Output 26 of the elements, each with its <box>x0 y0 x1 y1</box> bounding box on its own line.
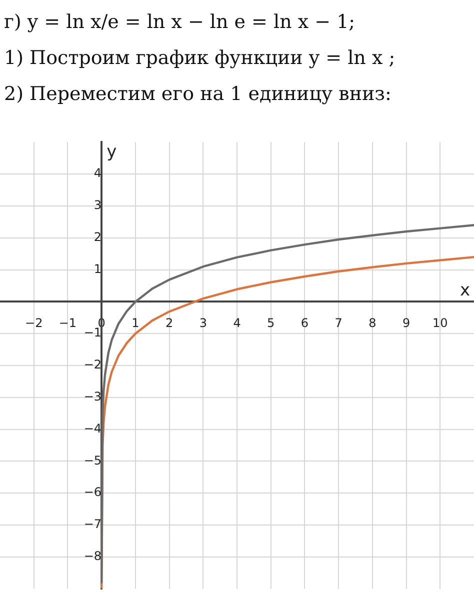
x-tick-label: 3 <box>199 316 207 330</box>
x-tick-label: 7 <box>334 316 342 330</box>
y-tick-label: 1 <box>94 262 102 276</box>
x-axis-title: x <box>460 280 470 301</box>
y-tick-label: −3 <box>84 390 102 404</box>
x-tick-label: 6 <box>300 316 309 330</box>
y-tick-label: −2 <box>84 358 102 372</box>
x-tick-label: 4 <box>233 316 241 330</box>
y-tick-label: −1 <box>84 326 102 340</box>
y-axis-title: y <box>106 142 117 162</box>
y-tick-label: −8 <box>84 549 102 564</box>
y-tick-label: 2 <box>94 230 102 244</box>
x-tick-label: −2 <box>25 316 43 330</box>
y-tick-label: −7 <box>84 517 102 532</box>
chart-subtitle: 1) Построим график функции y = ln x ; <box>4 46 396 71</box>
text: 2) Переместим его на 1 единицу вниз: <box>4 82 392 107</box>
x-tick-label: 2 <box>165 316 174 330</box>
y-tick-label: 3 <box>94 198 102 212</box>
y-tick-label: −5 <box>84 453 102 468</box>
x-tick-label: 1 <box>132 316 140 330</box>
x-tick-label: 5 <box>267 316 275 330</box>
chart-title: г) y = ln x/e = ln x − ln e = ln x − 1; <box>4 10 356 35</box>
x-tick-label: 8 <box>368 316 376 330</box>
x-tick-label: 10 <box>432 316 448 330</box>
x-tick-label: 9 <box>402 316 410 330</box>
x-tick-label: −1 <box>58 316 77 330</box>
